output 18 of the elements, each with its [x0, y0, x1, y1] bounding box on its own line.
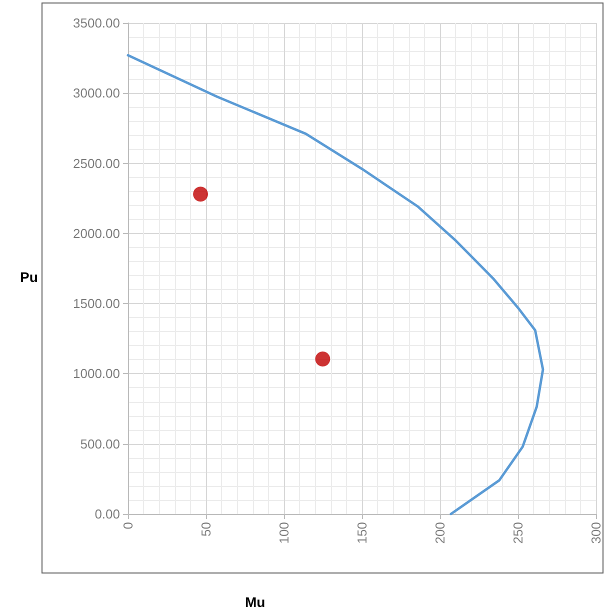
y-tick-label: 500.00	[80, 436, 120, 452]
x-tick-label: 0	[120, 522, 136, 530]
x-tick-label: 50	[198, 522, 214, 536]
x-tick-label: 100	[276, 522, 292, 544]
x-axis-title: Mu	[245, 594, 266, 610]
y-tick-label: 2500.00	[73, 156, 120, 171]
y-tick-label: 0.00	[94, 506, 120, 522]
y-tick-label: 3500.00	[73, 16, 120, 30]
y-tick-label: 2000.00	[73, 226, 120, 241]
y-axis-title: Pu	[20, 269, 38, 285]
x-tick-label: 200	[432, 522, 448, 544]
line-series	[126, 54, 544, 516]
x-tick-label: 300	[588, 522, 604, 544]
y-tick-label: 3000.00	[73, 86, 120, 101]
x-tick-label: 250	[510, 522, 526, 544]
y-tick-label: 1000.00	[73, 366, 120, 382]
x-tick-label: 150	[354, 522, 370, 544]
y-tick-label: 1500.00	[73, 296, 120, 312]
